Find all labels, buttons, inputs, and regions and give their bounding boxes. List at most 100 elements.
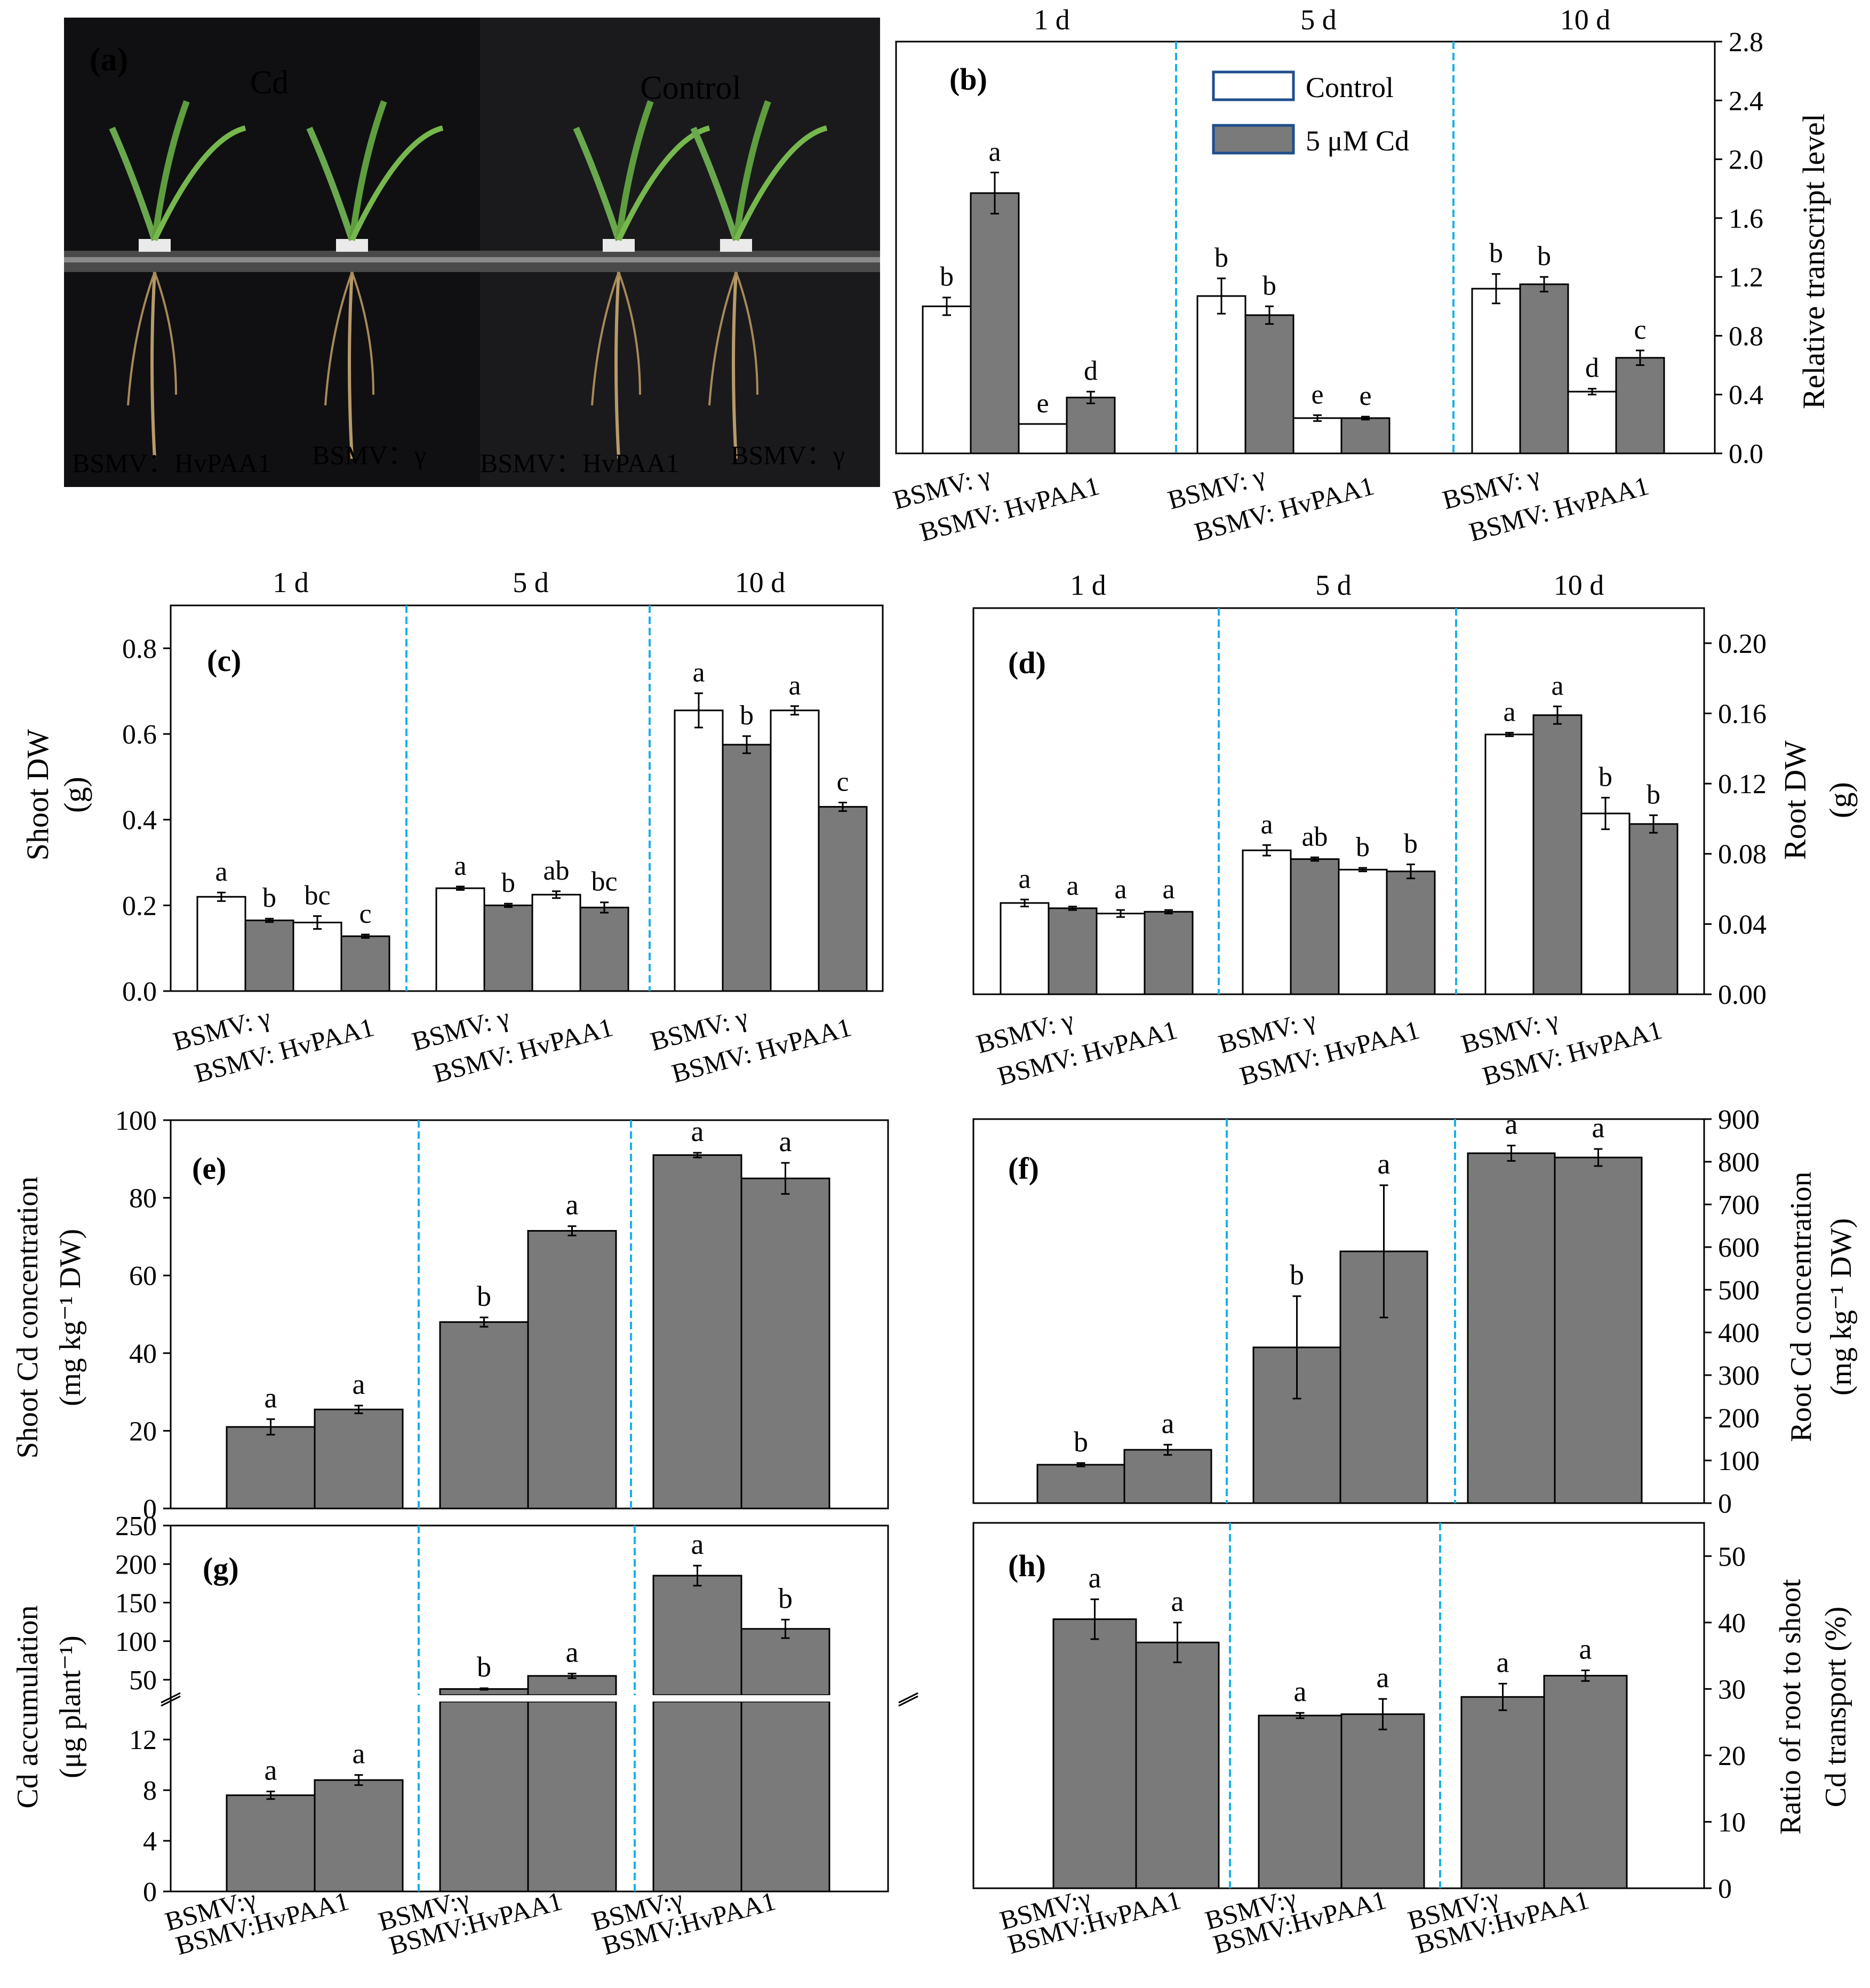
significance-letter: c xyxy=(1634,315,1646,345)
day-label: 10 d xyxy=(1554,569,1604,601)
leaf xyxy=(152,125,246,242)
cd-bar xyxy=(340,935,390,992)
cd-bar xyxy=(1340,417,1390,454)
leaf xyxy=(151,100,190,241)
root xyxy=(591,272,620,406)
leaf xyxy=(690,126,739,241)
day-label: 5 d xyxy=(1315,569,1352,601)
control-bar xyxy=(1567,390,1617,454)
significance-letter: a xyxy=(1579,1633,1592,1665)
cd-bar xyxy=(527,1229,617,1510)
root xyxy=(735,272,758,395)
y-tick-label: 80 xyxy=(129,1184,157,1214)
control-bar xyxy=(531,893,581,992)
cd-bar xyxy=(314,1408,404,1510)
panel-label: (e) xyxy=(192,1151,226,1186)
significance-letter: a xyxy=(1377,1662,1389,1694)
y-tick-label: 0.4 xyxy=(1729,380,1763,411)
significance-letter: a xyxy=(353,1368,365,1400)
significance-letter: a xyxy=(1294,1675,1307,1707)
y-tick-label: 800 xyxy=(1718,1147,1760,1178)
cd-bar xyxy=(1066,396,1116,454)
y-tick-label: 0.8 xyxy=(1729,321,1763,352)
photo-genotype-label: BSMV：HvPAA1 xyxy=(72,448,271,478)
y-tick-label: 0.6 xyxy=(122,720,157,750)
cd-bar xyxy=(439,1321,529,1510)
y-axis-label: Shoot DW xyxy=(20,729,55,860)
root xyxy=(127,272,156,406)
y-tick-label: 0 xyxy=(143,1494,157,1524)
seedling xyxy=(573,100,710,459)
leaf xyxy=(616,100,654,241)
y-tick-label: 2.4 xyxy=(1729,86,1763,116)
y-tick-label: 0.00 xyxy=(1718,980,1767,1010)
significance-letter: a xyxy=(1066,871,1078,901)
y-axis-label: Relative transcript level xyxy=(1796,114,1831,409)
y-tick-label: 12 xyxy=(129,1725,157,1755)
foam-plug xyxy=(720,239,752,252)
significance-letter: b xyxy=(1537,241,1551,272)
significance-letter: a xyxy=(265,1382,277,1414)
cd-bar xyxy=(1519,283,1569,454)
y-tick-label: 700 xyxy=(1718,1190,1760,1220)
y-tick-label: 2.8 xyxy=(1729,27,1763,58)
y-tick-label: 100 xyxy=(1718,1446,1760,1476)
significance-letter: b xyxy=(501,868,515,898)
photo-genotype-label: BSMV：γ xyxy=(731,440,845,470)
control-bar xyxy=(1000,902,1050,995)
cd-bar xyxy=(579,906,629,992)
y-axis-unit: (g) xyxy=(1823,782,1858,818)
significance-letter: a xyxy=(1497,1646,1509,1678)
control-bar xyxy=(1196,295,1246,454)
significance-letter: ab xyxy=(1301,821,1328,852)
seedling xyxy=(306,100,444,459)
cd-bar-upper xyxy=(527,1675,617,1696)
significance-letter: a xyxy=(691,1115,704,1147)
y-tick-label: 40 xyxy=(129,1339,157,1369)
significance-letter: a xyxy=(265,1754,277,1786)
cd-bar xyxy=(1052,1618,1137,1889)
significance-letter: b xyxy=(1489,238,1503,269)
y-axis-label: Root DW xyxy=(1778,740,1812,860)
day-label: 10 d xyxy=(1560,4,1611,36)
panel-label: (a) xyxy=(90,42,128,78)
y-axis-label: Cd accumulation xyxy=(11,1605,44,1808)
legend-swatch-control xyxy=(1212,70,1295,101)
y-tick-label: 0 xyxy=(1718,1489,1732,1519)
significance-letter: e xyxy=(1311,379,1323,410)
y-tick-label: 150 xyxy=(115,1588,157,1619)
significance-letter: a xyxy=(454,851,466,881)
control-bar xyxy=(1242,849,1292,995)
y-tick-label: 600 xyxy=(1718,1233,1760,1263)
significance-letter: c xyxy=(836,767,849,797)
y-tick-label: 500 xyxy=(1718,1275,1760,1306)
y-tick-label: 60 xyxy=(129,1261,157,1291)
y-axis-unit: (mg kg⁻¹ DW) xyxy=(1825,1218,1858,1396)
control-bar xyxy=(1471,288,1521,454)
significance-letter: b xyxy=(1356,832,1370,863)
seedling xyxy=(690,100,828,459)
significance-letter: a xyxy=(1260,809,1273,840)
y-tick-label: 200 xyxy=(1718,1403,1760,1434)
legend: Control 5 μM Cd xyxy=(1212,70,1409,157)
cd-bar-lower xyxy=(652,1700,742,1893)
significance-letter: a xyxy=(1089,1562,1101,1594)
significance-letter: a xyxy=(692,658,705,688)
panel-label: (f) xyxy=(1008,1151,1039,1186)
day-label: 10 d xyxy=(735,566,786,598)
cd-bar xyxy=(1258,1714,1342,1889)
y-tick-label: 30 xyxy=(1718,1674,1746,1705)
significance-letter: a xyxy=(1503,697,1515,728)
cd-bar xyxy=(1144,911,1194,995)
significance-letter: d xyxy=(1084,356,1098,386)
day-label: 1 d xyxy=(1070,569,1106,601)
y-axis-unit: Cd transport (%) xyxy=(1819,1607,1852,1807)
significance-letter: a xyxy=(988,137,1001,167)
control-bar xyxy=(1018,423,1068,454)
panel-a-photo: (a) Cd Control BSMV：HvPAA1 BSMV：γ BSMV：HvPAA1… xyxy=(64,18,880,487)
cd-bar xyxy=(1543,1674,1628,1889)
significance-letter: b xyxy=(940,262,954,292)
root xyxy=(348,272,354,459)
cd-bar xyxy=(1135,1641,1220,1889)
